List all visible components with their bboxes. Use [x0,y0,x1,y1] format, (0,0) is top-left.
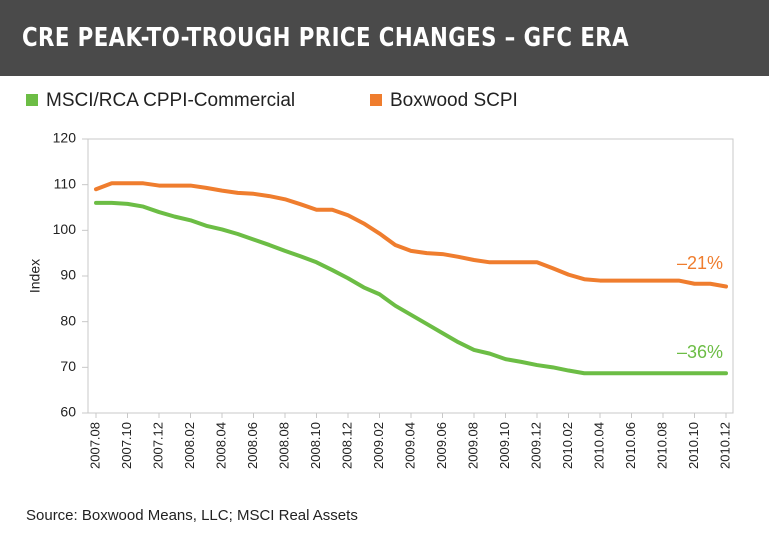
x-tick-label: 2009.12 [528,422,543,469]
source-note: Source: Boxwood Means, LLC; MSCI Real As… [26,507,358,524]
x-tick-label: 2010.06 [623,422,638,469]
y-tick-label: 100 [53,221,77,237]
x-tick-label: 2007.08 [87,422,102,469]
x-tick-label: 2009.10 [497,422,512,469]
legend-swatch [26,94,38,106]
x-tick-label: 2008.12 [339,422,354,469]
end-annotation: –36% [677,342,723,362]
x-tick-label: 2008.08 [276,422,291,469]
x-tick-label: 2010.04 [591,422,606,469]
x-tick-label: 2009.08 [465,422,480,469]
x-tick-label: 2007.12 [150,422,165,469]
x-tick-label: 2008.04 [213,422,228,469]
x-tick-label: 2009.06 [434,422,449,469]
x-tick-label: 2010.12 [717,422,732,469]
x-tick-label: 2009.02 [371,422,386,469]
y-tick-label: 90 [60,267,76,283]
series-line [94,200,728,376]
x-tick-label: 2010.08 [654,422,669,469]
y-tick-label: 110 [54,175,77,191]
series-line [94,181,728,289]
y-tick-label: 60 [60,404,76,420]
x-tick-label: 2008.02 [182,422,197,469]
x-tick-label: 2008.10 [308,422,323,469]
end-annotation: –21% [677,253,723,273]
chart-title: CRE PEAK-TO-TROUGH PRICE CHANGES – GFC E… [22,22,629,53]
legend-label: MSCI/RCA CPPI-Commercial [46,90,295,111]
x-tick-label: 2007.10 [119,422,134,469]
y-tick-label: 80 [60,312,76,328]
y-tick-label: 120 [53,130,77,146]
header-band [0,0,769,76]
x-tick-label: 2010.10 [686,422,701,469]
y-axis-label: Index [27,259,43,293]
legend-swatch [370,94,382,106]
x-tick-label: 2009.04 [402,422,417,469]
legend-label: Boxwood SCPI [390,90,518,111]
x-tick-label: 2008.06 [245,422,260,469]
x-tick-label: 2010.02 [560,422,575,469]
y-tick-label: 70 [60,358,76,374]
